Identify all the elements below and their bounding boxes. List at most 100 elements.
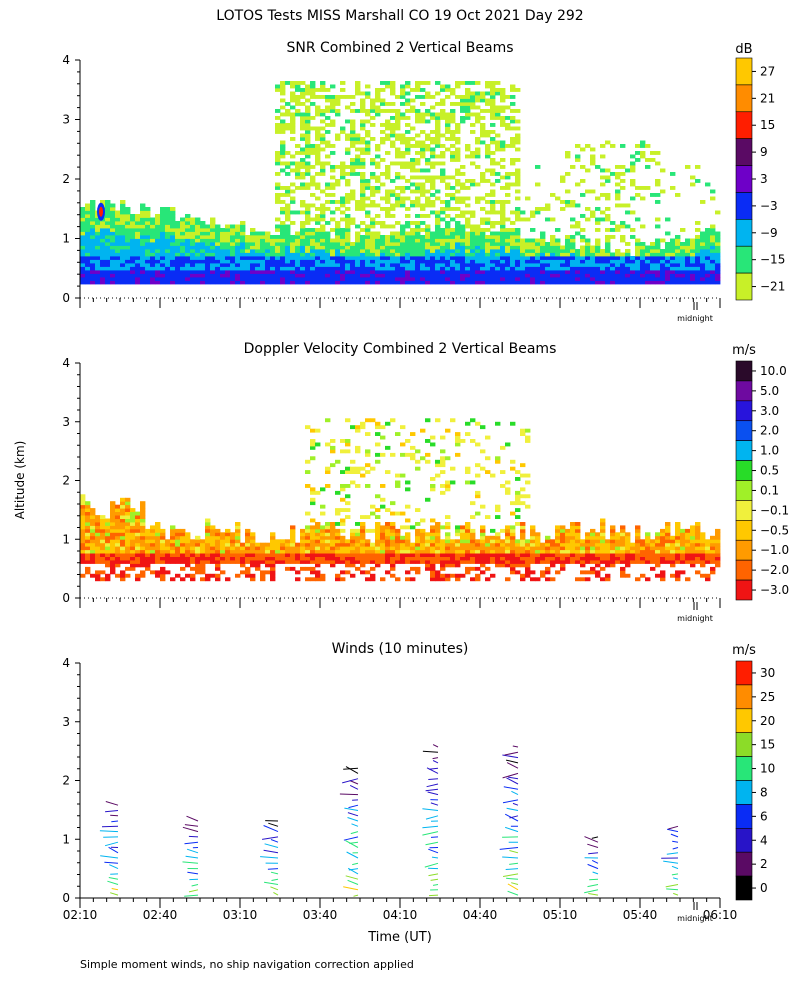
snr-cell: [155, 280, 161, 285]
snr-cell: [295, 210, 301, 215]
snr-cell: [320, 252, 326, 257]
doppler-cell: [520, 563, 526, 568]
doppler-cell: [240, 546, 246, 551]
snr-cell: [415, 161, 421, 166]
snr-cell: [295, 88, 301, 92]
snr-cell: [555, 245, 561, 250]
snr-cell: [285, 242, 291, 246]
doppler-cell: [190, 573, 196, 578]
doppler-cell: [310, 456, 316, 461]
doppler-cell: [675, 573, 681, 578]
snr-cell: [380, 259, 386, 264]
snr-cell: [455, 252, 461, 257]
doppler-cell: [560, 563, 566, 568]
snr-cell: [445, 263, 451, 267]
snr-cell: [685, 238, 691, 243]
doppler-cell: [185, 556, 191, 561]
doppler-cell: [395, 549, 401, 554]
snr-cell: [485, 200, 491, 204]
doppler-cell: [315, 522, 321, 526]
doppler-cell: [355, 556, 361, 561]
snr-cell: [485, 256, 491, 260]
snr-cell: [445, 126, 451, 131]
snr-cell: [320, 203, 326, 208]
snr-cell: [415, 116, 421, 120]
doppler-cell: [140, 515, 146, 519]
doppler-cell: [465, 542, 471, 547]
snr-cell: [85, 221, 91, 225]
snr-cell: [125, 242, 131, 246]
doppler-cell: [525, 435, 531, 440]
doppler-cell: [665, 525, 671, 530]
doppler-cell: [465, 535, 471, 540]
snr-cell: [355, 172, 361, 176]
snr-cell: [430, 280, 436, 285]
snr-cell: [315, 88, 321, 92]
snr-cell: [315, 182, 321, 187]
snr-cell: [435, 280, 441, 285]
doppler-cell: [655, 553, 661, 557]
snr-cell: [695, 252, 701, 257]
snr-cell: [360, 235, 366, 239]
doppler-cell: [220, 560, 226, 564]
snr-cell: [295, 238, 301, 243]
snr-cell: [295, 172, 301, 176]
doppler-cell: [370, 546, 376, 551]
snr-cell: [285, 186, 291, 190]
doppler-cell: [300, 556, 306, 561]
snr-cell: [195, 217, 201, 222]
snr-cell: [180, 252, 186, 257]
doppler-cell: [540, 560, 546, 564]
snr-cell: [635, 252, 641, 257]
snr-cell: [505, 263, 511, 267]
snr-cell: [400, 235, 406, 239]
snr-cell: [535, 270, 541, 274]
snr-cell: [295, 95, 301, 99]
doppler-cell: [150, 560, 156, 564]
snr-cell: [520, 273, 526, 278]
snr-cell: [355, 224, 361, 229]
doppler-cell: [220, 535, 226, 540]
snr-cell: [425, 168, 431, 173]
doppler-cell: [130, 546, 136, 551]
doppler-cell: [615, 549, 621, 554]
doppler-cell: [290, 566, 296, 571]
snr-cell: [605, 252, 611, 257]
doppler-cell: [485, 566, 491, 571]
snr-cell: [560, 252, 566, 257]
doppler-cell: [80, 573, 86, 578]
doppler-cell: [640, 553, 646, 557]
snr-cell: [355, 88, 361, 92]
doppler-cell: [360, 532, 366, 537]
snr-cell: [160, 273, 166, 278]
doppler-cell: [160, 532, 166, 537]
snr-cell: [110, 217, 116, 222]
snr-cell: [280, 266, 286, 271]
snr-cell: [630, 263, 636, 267]
doppler-cell: [455, 452, 461, 457]
snr-cell: [115, 221, 121, 225]
snr-cell: [120, 235, 126, 239]
snr-cell: [495, 266, 501, 271]
snr-cell: [175, 266, 181, 271]
snr-cell: [425, 252, 431, 257]
doppler-cell: [210, 553, 216, 557]
doppler-cell: [130, 528, 136, 533]
snr-cell: [305, 266, 311, 271]
snr-cell: [150, 277, 156, 281]
doppler-cell: [135, 515, 141, 519]
snr-cell: [455, 256, 461, 260]
colorbar-swatch: [735, 192, 753, 220]
snr-cell: [500, 235, 506, 239]
doppler-cell: [185, 546, 191, 551]
snr-cell: [290, 105, 296, 110]
snr-cell: [605, 140, 611, 145]
snr-cell: [400, 224, 406, 229]
doppler-cell: [520, 539, 526, 544]
snr-unit-label: dB: [735, 42, 752, 57]
doppler-cell: [550, 549, 556, 554]
snr-cell: [280, 112, 286, 117]
doppler-cell: [350, 425, 356, 430]
doppler-cell: [560, 556, 566, 561]
